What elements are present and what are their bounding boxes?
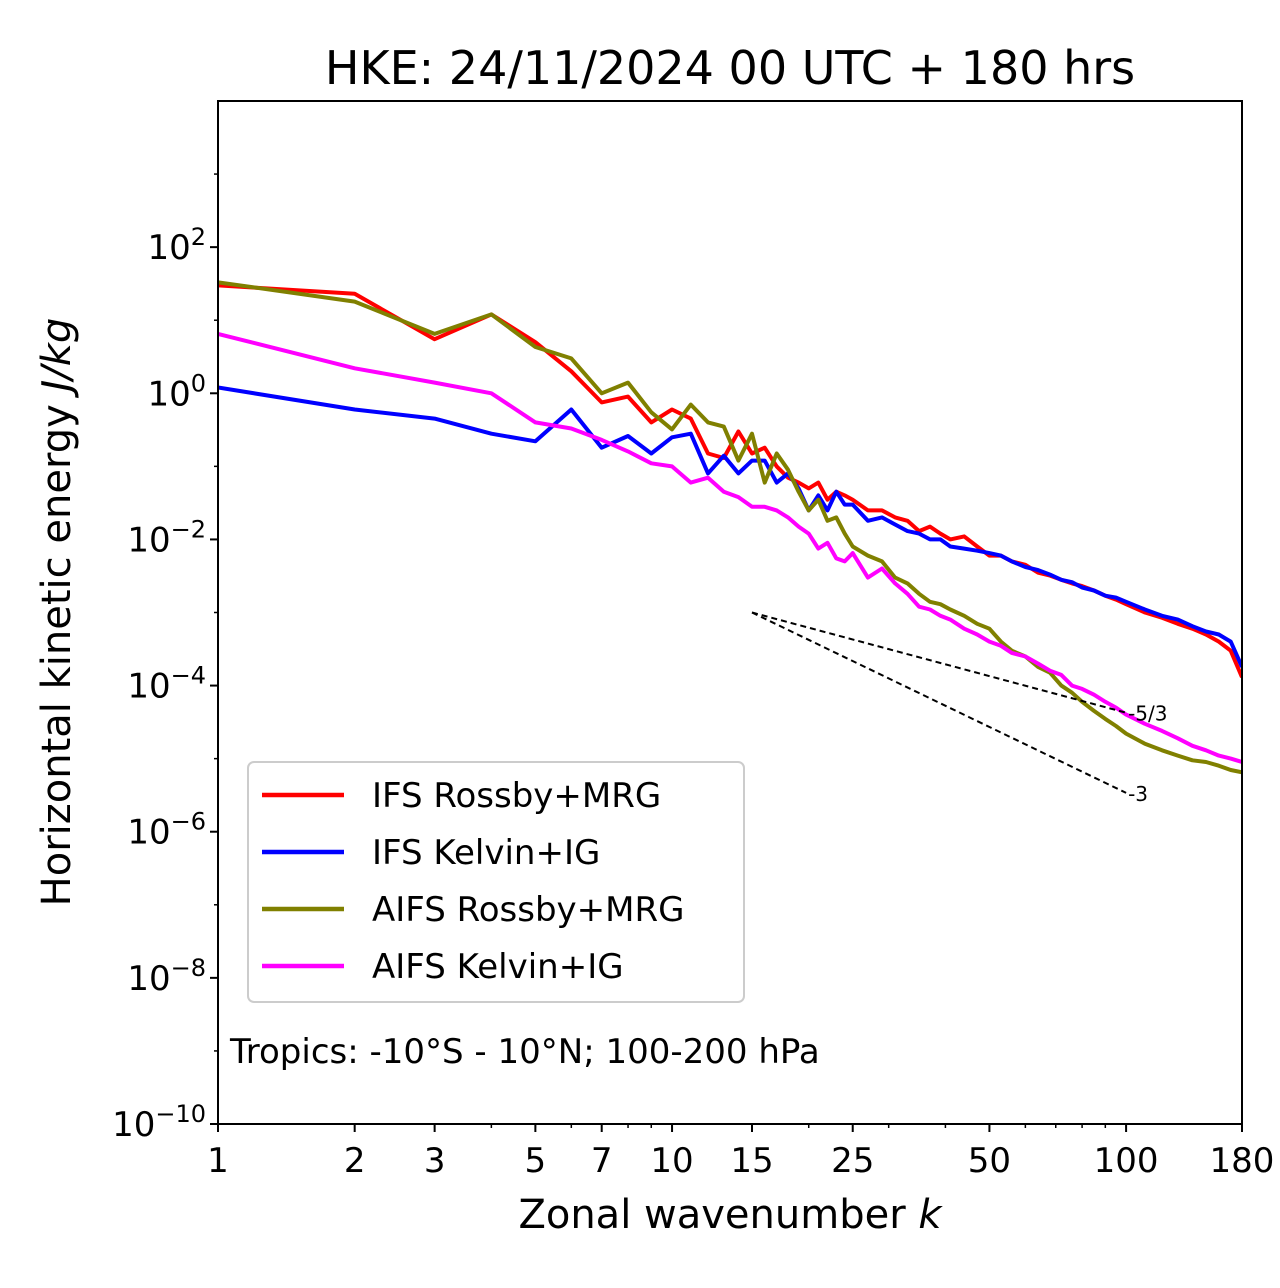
legend-label-ifs-kelvin: IFS Kelvin+IG <box>372 833 600 873</box>
y-tick-label: 102 <box>147 223 206 268</box>
legend-label-aifs-kelvin: AIFS Kelvin+IG <box>372 947 624 987</box>
x-tick-label: 100 <box>1094 1141 1159 1181</box>
series-line-3 <box>218 331 1242 764</box>
x-tick-label: 3 <box>424 1141 446 1181</box>
x-tick-label: 15 <box>730 1141 773 1181</box>
x-tick-label: 25 <box>831 1141 874 1181</box>
y-tick-label: 10−2 <box>127 515 206 560</box>
y-tick-label: 10−8 <box>127 954 206 999</box>
reference-label-0: -5/3 <box>1128 702 1167 726</box>
series-line-1 <box>218 385 1242 668</box>
region-annotation: Tropics: -10°S - 10°N; 100-200 hPa <box>229 1032 820 1072</box>
y-tick-label: 100 <box>147 369 206 414</box>
series-line-2 <box>218 280 1242 775</box>
reference-line-1 <box>751 611 1127 794</box>
legend-box <box>247 761 745 1003</box>
series-layer <box>218 280 1242 775</box>
legend-label-aifs-rossby: AIFS Rossby+MRG <box>372 890 684 930</box>
y-axis-label: Horizontal kinetic energy J/kg <box>34 318 80 907</box>
x-tick-label: 180 <box>1210 1141 1275 1181</box>
y-tick-label: 10−10 <box>112 1100 206 1145</box>
reference-line-0 <box>751 611 1127 714</box>
legend: IFS Rossby+MRG IFS Kelvin+IG AIFS Rossby… <box>247 761 745 1003</box>
legend-label-ifs-rossby: IFS Rossby+MRG <box>372 776 661 816</box>
x-tick-label: 10 <box>650 1141 693 1181</box>
series-line-0 <box>218 283 1242 678</box>
chart-title: HKE: 24/11/2024 00 UTC + 180 hrs <box>325 41 1135 95</box>
x-tick-label: 2 <box>344 1141 366 1181</box>
reference-lines: -5/3 -3 <box>751 611 1168 806</box>
x-tick-label: 50 <box>968 1141 1011 1181</box>
reference-label-1: -3 <box>1128 782 1148 806</box>
x-axis-label: Zonal wavenumber k <box>518 1192 943 1238</box>
y-axis-ticks: 10−10 10−8 10−6 10−4 10−2 100 102 <box>112 173 218 1145</box>
x-tick-label: 1 <box>207 1141 229 1181</box>
x-tick-label: 7 <box>591 1141 613 1181</box>
y-tick-label: 10−6 <box>127 808 206 853</box>
y-tick-label: 10−4 <box>127 662 206 707</box>
x-axis-ticks: 1 2 3 5 7 10 15 25 50 100 180 <box>207 1124 1274 1181</box>
x-tick-label: 5 <box>525 1141 547 1181</box>
